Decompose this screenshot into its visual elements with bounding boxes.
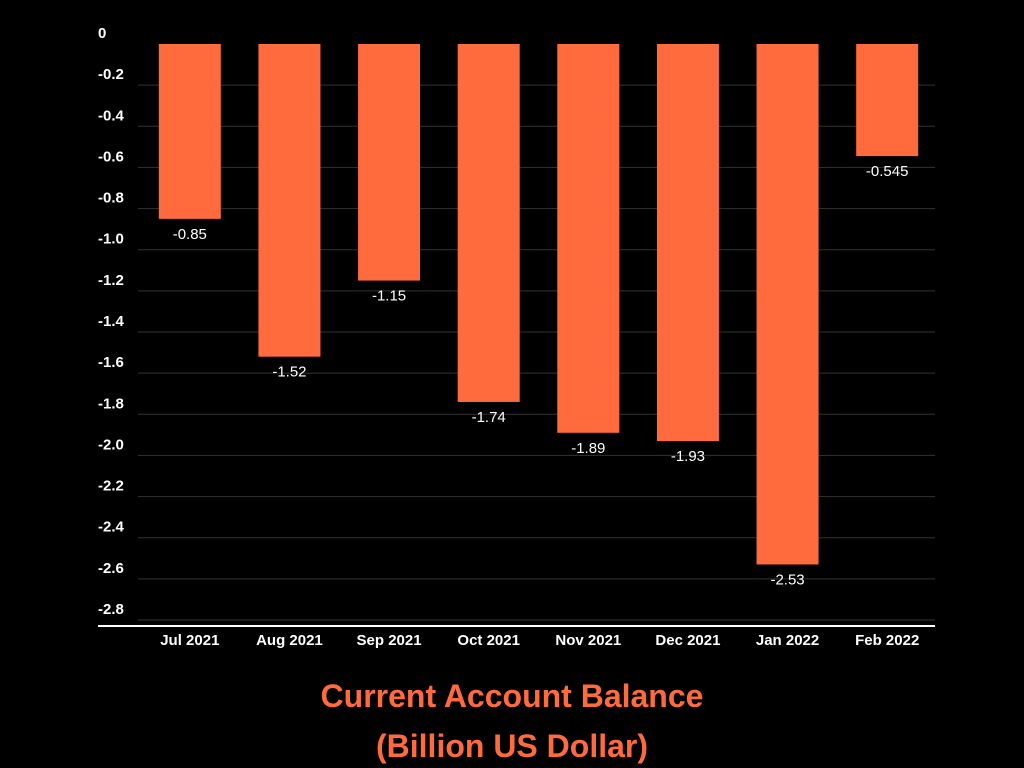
data-label: -1.74 — [472, 409, 506, 426]
y-tick-label: -2.4 — [98, 519, 125, 536]
data-label: -1.93 — [671, 448, 705, 465]
chart-title: Current Account Balance — [320, 678, 704, 714]
x-tick-label: Feb 2022 — [855, 632, 919, 649]
x-axis-categories: Jul 2021 Aug 2021 Sep 2021 Oct 2021 Nov 2021… — [160, 632, 919, 649]
y-tick-label: -2.6 — [98, 560, 124, 577]
y-tick-label: 0 — [98, 25, 106, 42]
chart-subtitle: (Billion US Dollar) — [376, 728, 648, 764]
y-axis-ticks: 0 -0.2 -0.4 -0.6 -0.8 -1.0 -1.2 -1.4 -1.6 -1.8 -2.… — [98, 25, 125, 618]
bar — [656, 44, 719, 442]
x-tick-label: Sep 2021 — [357, 632, 422, 649]
y-tick-label: -0.8 — [98, 190, 124, 207]
data-label: -0.85 — [173, 226, 207, 243]
y-tick-label: -1.4 — [98, 313, 125, 330]
data-label: -1.52 — [272, 364, 306, 381]
bar — [358, 44, 421, 281]
y-tick-label: -1.2 — [98, 272, 124, 289]
bar — [856, 44, 919, 157]
data-labels: -0.85 -1.52 -1.15 -1.74 -1.89 -1.93 -2.53 -0.54… — [173, 163, 909, 588]
x-tick-label: Oct 2021 — [457, 632, 520, 649]
bar-chart: 0 -0.2 -0.4 -0.6 -0.8 -1.0 -1.2 -1.4 -1.6 -1.8 -2.… — [98, 25, 935, 649]
x-tick-label: Jul 2021 — [160, 632, 219, 649]
x-tick-label: Nov 2021 — [555, 632, 621, 649]
x-tick-label: Dec 2021 — [655, 632, 720, 649]
bars — [158, 44, 919, 565]
y-tick-label: -1.8 — [98, 395, 124, 412]
data-label: -1.15 — [372, 288, 406, 305]
x-tick-label: Jan 2022 — [756, 632, 819, 649]
bar — [557, 44, 620, 433]
y-tick-label: -0.2 — [98, 66, 124, 83]
y-tick-label: -0.6 — [98, 148, 124, 165]
x-tick-label: Aug 2021 — [256, 632, 323, 649]
data-label: -2.53 — [770, 571, 804, 588]
bar — [158, 44, 221, 219]
y-tick-label: -0.4 — [98, 107, 125, 124]
bar — [258, 44, 321, 357]
data-label: -0.545 — [866, 163, 909, 180]
y-tick-label: -1.6 — [98, 354, 124, 371]
bar — [457, 44, 520, 402]
bar — [756, 44, 819, 565]
y-tick-label: -2.0 — [98, 436, 124, 453]
data-label: -1.89 — [571, 440, 605, 457]
y-tick-label: -2.2 — [98, 478, 124, 495]
y-tick-label: -2.8 — [98, 601, 124, 618]
y-tick-label: -1.0 — [98, 231, 124, 248]
